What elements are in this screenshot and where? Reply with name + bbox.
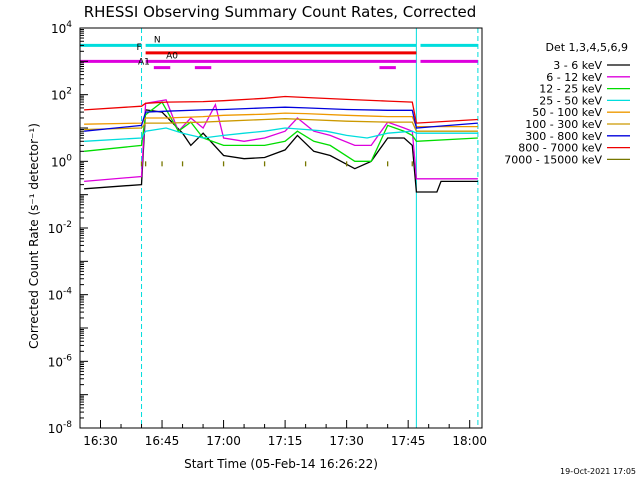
series-group: [84, 95, 478, 193]
legend-label-8: 7000 - 15000 keV: [504, 153, 602, 166]
legend-label-2: 12 - 25 keV: [539, 83, 602, 96]
series-line-4: [84, 112, 478, 128]
y-tick-label-3: 10-2: [48, 220, 72, 236]
legend-label-0: 3 - 6 keV: [553, 59, 602, 72]
vertical-markers: [80, 28, 479, 428]
series-line-1: [84, 99, 478, 183]
x-tick-label-1: 16:45: [145, 434, 180, 448]
legend-label-6: 300 - 800 keV: [525, 130, 602, 143]
flag-label-N: N: [154, 35, 161, 45]
y-tick-label-0: 104: [51, 20, 72, 36]
legend-label-7: 800 - 7000 keV: [518, 142, 602, 155]
y-tick-label-6: 10-8: [48, 420, 73, 436]
chart-title: RHESSI Observing Summary Count Rates, Co…: [84, 3, 477, 21]
y-tick-label-4: 10-4: [48, 287, 73, 303]
flag-label-A0: A0: [166, 51, 178, 61]
x-tick-label-2: 17:00: [206, 434, 241, 448]
series-line-6: [84, 106, 478, 132]
y-axis-label: Corrected Count Rate (s⁻¹ detector⁻¹): [27, 123, 41, 349]
x-axis-label: Start Time (05-Feb-14 16:26:22): [184, 457, 378, 471]
y-tick-label-2: 100: [51, 153, 72, 169]
x-tick-label-0: 16:30: [83, 434, 118, 448]
legend-label-5: 100 - 300 keV: [525, 118, 602, 131]
series-line-7: [84, 95, 478, 124]
flag-label-F: F: [136, 43, 141, 53]
series-line-3: [84, 127, 478, 142]
series-line-5: [84, 118, 478, 132]
flag-label-A1: A1: [138, 58, 150, 68]
y-tick-label-1: 102: [51, 87, 72, 103]
legend-label-1: 6 - 12 keV: [546, 71, 602, 84]
y-axis: 104 102 100 10-2 10-4 10-6 10-8: [48, 20, 88, 436]
state-flags: N F A0 A1: [80, 35, 478, 70]
x-tick-label-5: 17:45: [391, 434, 426, 448]
x-axis: 16:30 16:45 17:00 17:15 17:30 17:45 18:00: [79, 420, 487, 448]
legend-header: Det 1,3,4,5,6,9: [545, 41, 628, 54]
plot-frame: [79, 27, 483, 429]
x-tick-label-4: 17:30: [329, 434, 364, 448]
x-tick-label-3: 17:15: [268, 434, 303, 448]
x-tick-label-6: 18:00: [452, 434, 487, 448]
legend-label-4: 50 - 100 keV: [532, 106, 602, 119]
y-tick-label-5: 10-6: [48, 353, 73, 369]
timestamp: 19-Oct-2021 17:05: [560, 467, 636, 476]
legend-label-3: 25 - 50 keV: [539, 94, 602, 107]
